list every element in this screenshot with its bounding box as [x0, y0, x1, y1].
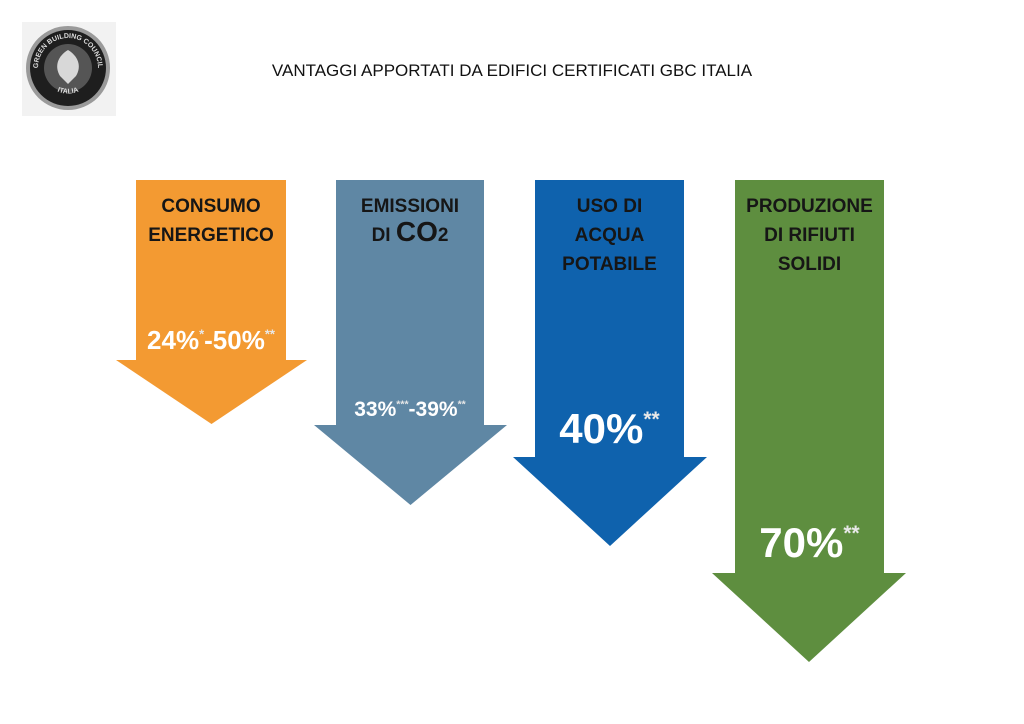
arrow-label: USO DI — [577, 196, 642, 217]
logo-bottom-path: ITALIA — [56, 87, 79, 96]
label-line: POTABILE — [562, 254, 657, 275]
arrow-value: 24%*-50%** — [147, 325, 276, 355]
value-sup: *** — [396, 399, 409, 411]
value-text: -39% — [409, 398, 458, 421]
logo-leaf — [57, 50, 79, 84]
value-sup: ** — [265, 327, 276, 342]
arrow-label: PRODUZIONE — [746, 196, 873, 217]
logo: GREEN BUILDING COUNCIL ITALIA — [22, 22, 116, 116]
label-line: EMISSIONI — [361, 196, 459, 217]
value-sup: ** — [643, 408, 660, 431]
arrow: CONSUMO ENERGETICO 24%*-50%** — [116, 180, 307, 424]
value-text: 24% — [147, 325, 199, 355]
arrow-label: DI RIFIUTI — [764, 225, 855, 246]
arrow-label: CONSUMO — [161, 196, 260, 217]
arrow-shape — [712, 180, 906, 662]
label-line: PRODUZIONE — [746, 196, 873, 217]
label-line: CONSUMO — [161, 196, 260, 217]
value-sup: ** — [843, 522, 860, 545]
arrow-label: POTABILE — [562, 254, 657, 275]
arrow-value: 70%** — [759, 519, 860, 566]
value-text: 33% — [354, 398, 396, 421]
value-sup: ** — [458, 399, 467, 411]
arrow-label: ACQUA — [575, 225, 645, 246]
arrow-value: 40%** — [559, 405, 660, 452]
label-line: DI — [372, 225, 396, 246]
arrow-shape — [314, 180, 507, 505]
value-text: 70% — [759, 519, 843, 566]
logo-bottom-text: ITALIA — [56, 87, 79, 96]
title: VANTAGGI APPORTATI DA EDIFICI CERTIFICAT… — [272, 61, 753, 80]
value-text: 40% — [559, 405, 643, 452]
arrow: PRODUZIONE DI RIFIUTI SOLIDI 70%** — [712, 180, 906, 662]
arrow-label: ENERGETICO — [148, 225, 274, 246]
formula: CO — [396, 216, 438, 247]
formula-sub: 2 — [438, 225, 449, 246]
arrow-shape — [116, 180, 307, 424]
label-line: DI RIFIUTI — [764, 225, 855, 246]
label-line: ENERGETICO — [148, 225, 274, 246]
arrow-shape — [513, 180, 707, 546]
label-line: SOLIDI — [778, 254, 841, 275]
value-sup: * — [199, 327, 205, 342]
arrow-label: SOLIDI — [778, 254, 841, 275]
arrow-label: DI CO2 — [372, 216, 449, 247]
arrow: USO DI ACQUA POTABILE 40%** — [513, 180, 707, 546]
arrow-label: EMISSIONI — [361, 196, 459, 217]
value-text: -50% — [204, 325, 265, 355]
label-line: ACQUA — [575, 225, 645, 246]
arrow-value: 33%***-39%** — [354, 398, 466, 421]
label-line: USO DI — [577, 196, 642, 217]
